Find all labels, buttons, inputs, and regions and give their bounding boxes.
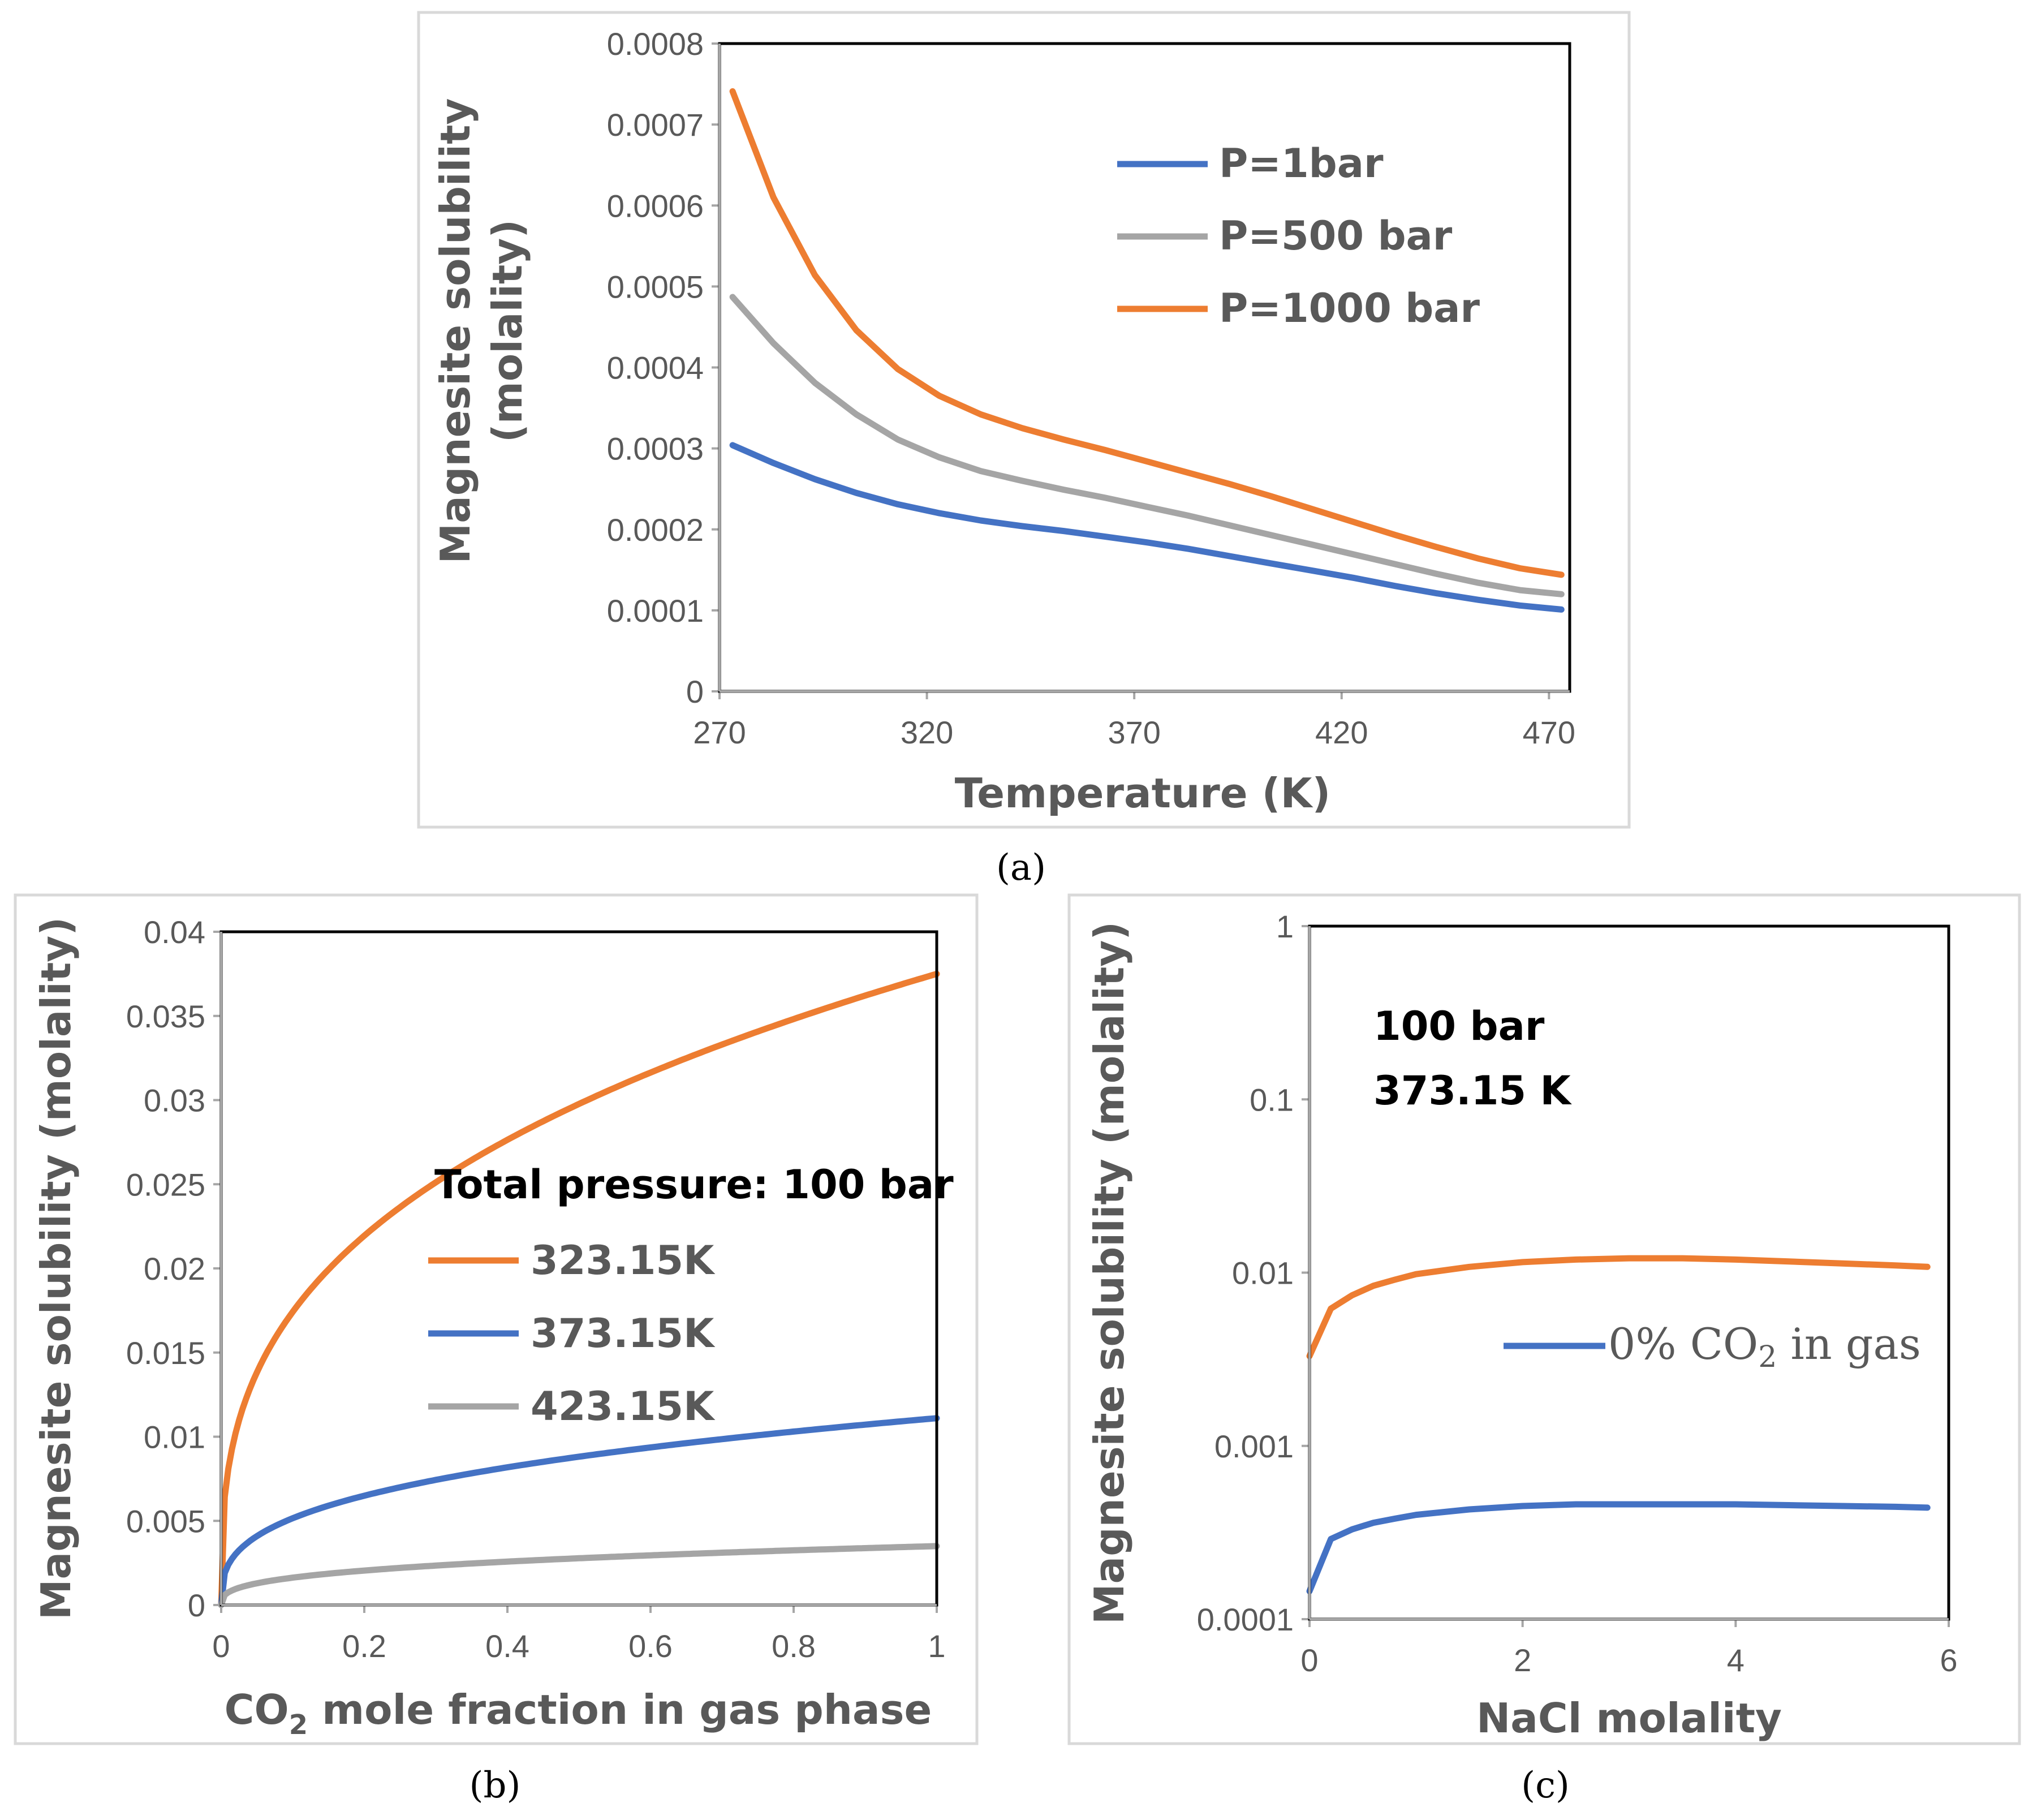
chart-c-annotation-temperature: 373.15 K bbox=[1373, 1068, 1572, 1114]
chart-c-y-tick-label: 0.001 bbox=[1214, 1429, 1294, 1464]
chart-b-frame bbox=[14, 893, 979, 1745]
legend-label-prefix: 0% CO bbox=[1608, 1319, 1758, 1369]
legend-label-323k: 323.15K bbox=[531, 1237, 716, 1284]
chart-panel-b: 0 0.005 0.01 0.015 0.02 0.025 0.03 0.035 0.04 0 0… bbox=[14, 893, 979, 1745]
chart-b-y-tick-label: 0.01 bbox=[144, 1419, 205, 1455]
chart-b-x-label-sub: 2 bbox=[289, 1709, 308, 1741]
chart-a-y-tick-label: 0.0002 bbox=[607, 512, 704, 548]
chart-b-y-tick-label: 0.03 bbox=[144, 1083, 205, 1118]
series-line-373-15k bbox=[218, 1415, 940, 1608]
chart-c-x-tick-label: 4 bbox=[1727, 1642, 1745, 1678]
chart-a-y-tick-label: 0.0003 bbox=[607, 431, 704, 467]
chart-a-y-tick-label: 0.0001 bbox=[607, 593, 704, 629]
chart-b-x-label: CO2 mole fraction in gas phase bbox=[225, 1686, 932, 1741]
chart-b-x-tick-label: 0 bbox=[212, 1628, 230, 1664]
chart-a-x-tick-label: 470 bbox=[1523, 715, 1575, 750]
chart-a-x-tick-label: 320 bbox=[901, 715, 953, 750]
chart-a-y-tick-label: 0.0004 bbox=[607, 350, 704, 386]
chart-a-x-label: Temperature (K) bbox=[955, 769, 1331, 817]
panel-label-b: (b) bbox=[470, 1765, 521, 1806]
chart-panel-c: 0.0001 0.001 0.01 0.1 1 0 2 4 6 NaCl molality M… bbox=[1067, 893, 2021, 1745]
legend-label-p500bar: P=500 bar bbox=[1219, 213, 1453, 259]
legend-label-suffix: in gas bbox=[1777, 1319, 1921, 1369]
chart-c-x-tick-label: 0 bbox=[1300, 1642, 1318, 1678]
chart-c-annotation-pressure: 100 bar bbox=[1373, 1003, 1545, 1049]
chart-b-legend: 323.15K 373.15K 423.15K bbox=[428, 1237, 716, 1430]
series-line-p-1000-bar bbox=[729, 88, 1565, 578]
chart-b-y-tick-label: 0.005 bbox=[126, 1503, 205, 1539]
chart-panel-a: 0 0.0001 0.0002 0.0003 0.0004 0.0005 0.0006 0.0… bbox=[417, 11, 1631, 829]
legend-label-p1000bar: P=1000 bar bbox=[1219, 285, 1480, 332]
chart-b-y-tick-label: 0.035 bbox=[126, 999, 205, 1034]
chart-c-y-tick-label: 1 bbox=[1276, 909, 1294, 944]
chart-b-y-label: Magnesite solubility (molality) bbox=[32, 917, 80, 1620]
chart-a-y-label-line2: (molality) bbox=[484, 220, 531, 442]
panel-label-c: (c) bbox=[1521, 1765, 1570, 1806]
chart-b-x-tick-label: 0.6 bbox=[628, 1628, 673, 1664]
legend-label-sub: 2 bbox=[1758, 1340, 1777, 1374]
chart-b-y-tick-label: 0 bbox=[188, 1587, 205, 1623]
chart-a-y-tick-label: 0.0008 bbox=[607, 26, 704, 62]
chart-b-y-tick-label: 0.04 bbox=[144, 914, 205, 950]
chart-c-y-label: Magnesite solubility (molality) bbox=[1086, 922, 1133, 1624]
chart-b-annotation: Total pressure: 100 bar bbox=[434, 1161, 954, 1208]
chart-a-y-tick-label: 0.0005 bbox=[607, 269, 704, 304]
chart-c-x-label: NaCl molality bbox=[1476, 1694, 1782, 1742]
legend-label-423k: 423.15K bbox=[531, 1383, 716, 1430]
chart-b-x-label-main: CO bbox=[225, 1686, 289, 1733]
chart-c-y-tick-label: 0.01 bbox=[1232, 1255, 1294, 1291]
chart-b-x-label-rest: mole fraction in gas phase bbox=[308, 1686, 932, 1733]
panel-label-a: (a) bbox=[996, 847, 1046, 889]
chart-a-x-tick-label: 370 bbox=[1108, 715, 1160, 750]
series-line-423-15k bbox=[218, 1543, 940, 1608]
chart-b-y-tick-label: 0.02 bbox=[144, 1251, 205, 1287]
legend-label-p1bar: P=1bar bbox=[1219, 140, 1384, 187]
chart-a-y-label-line1: Magnesite solubility bbox=[432, 98, 479, 564]
chart-a-x-tick-label: 420 bbox=[1315, 715, 1368, 750]
chart-b-x-tick-label: 1 bbox=[928, 1628, 945, 1664]
series-line-0-co2-in-gas bbox=[1306, 1501, 1931, 1595]
chart-c-x-tick-label: 2 bbox=[1514, 1642, 1531, 1678]
series-line-orange bbox=[1306, 1255, 1931, 1359]
chart-a-y-tick-label: 0.0006 bbox=[607, 188, 704, 223]
chart-b-y-tick-label: 0.015 bbox=[126, 1335, 205, 1371]
series-line-323-15k bbox=[218, 970, 940, 1608]
legend-label-373k: 373.15K bbox=[531, 1310, 716, 1357]
chart-c-frame bbox=[1067, 893, 2021, 1745]
series-line-p-500-bar bbox=[729, 294, 1565, 597]
chart-c-legend: 0% CO2 in gas bbox=[1504, 1319, 1921, 1374]
chart-a-legend: P=1bar P=500 bar P=1000 bar bbox=[1117, 140, 1480, 332]
chart-c-y-tick-label: 0.1 bbox=[1250, 1082, 1294, 1117]
chart-a-y-tick-label: 0.0007 bbox=[607, 107, 704, 143]
chart-c-y-tick-label: 0.0001 bbox=[1197, 1602, 1294, 1637]
chart-b-x-tick-label: 0.4 bbox=[485, 1628, 529, 1664]
chart-b-x-tick-label: 0.2 bbox=[342, 1628, 386, 1664]
chart-a-x-tick-label: 270 bbox=[693, 715, 746, 750]
chart-b-x-tick-label: 0.8 bbox=[772, 1628, 816, 1664]
legend-label-0pct-co2: 0% CO2 in gas bbox=[1608, 1319, 1921, 1374]
chart-c-x-tick-label: 6 bbox=[1940, 1642, 1957, 1678]
chart-a-y-tick-label: 0 bbox=[686, 674, 704, 709]
series-line-p-1bar bbox=[729, 442, 1565, 613]
chart-b-y-tick-label: 0.025 bbox=[126, 1167, 205, 1202]
chart-a-frame bbox=[417, 11, 1631, 829]
